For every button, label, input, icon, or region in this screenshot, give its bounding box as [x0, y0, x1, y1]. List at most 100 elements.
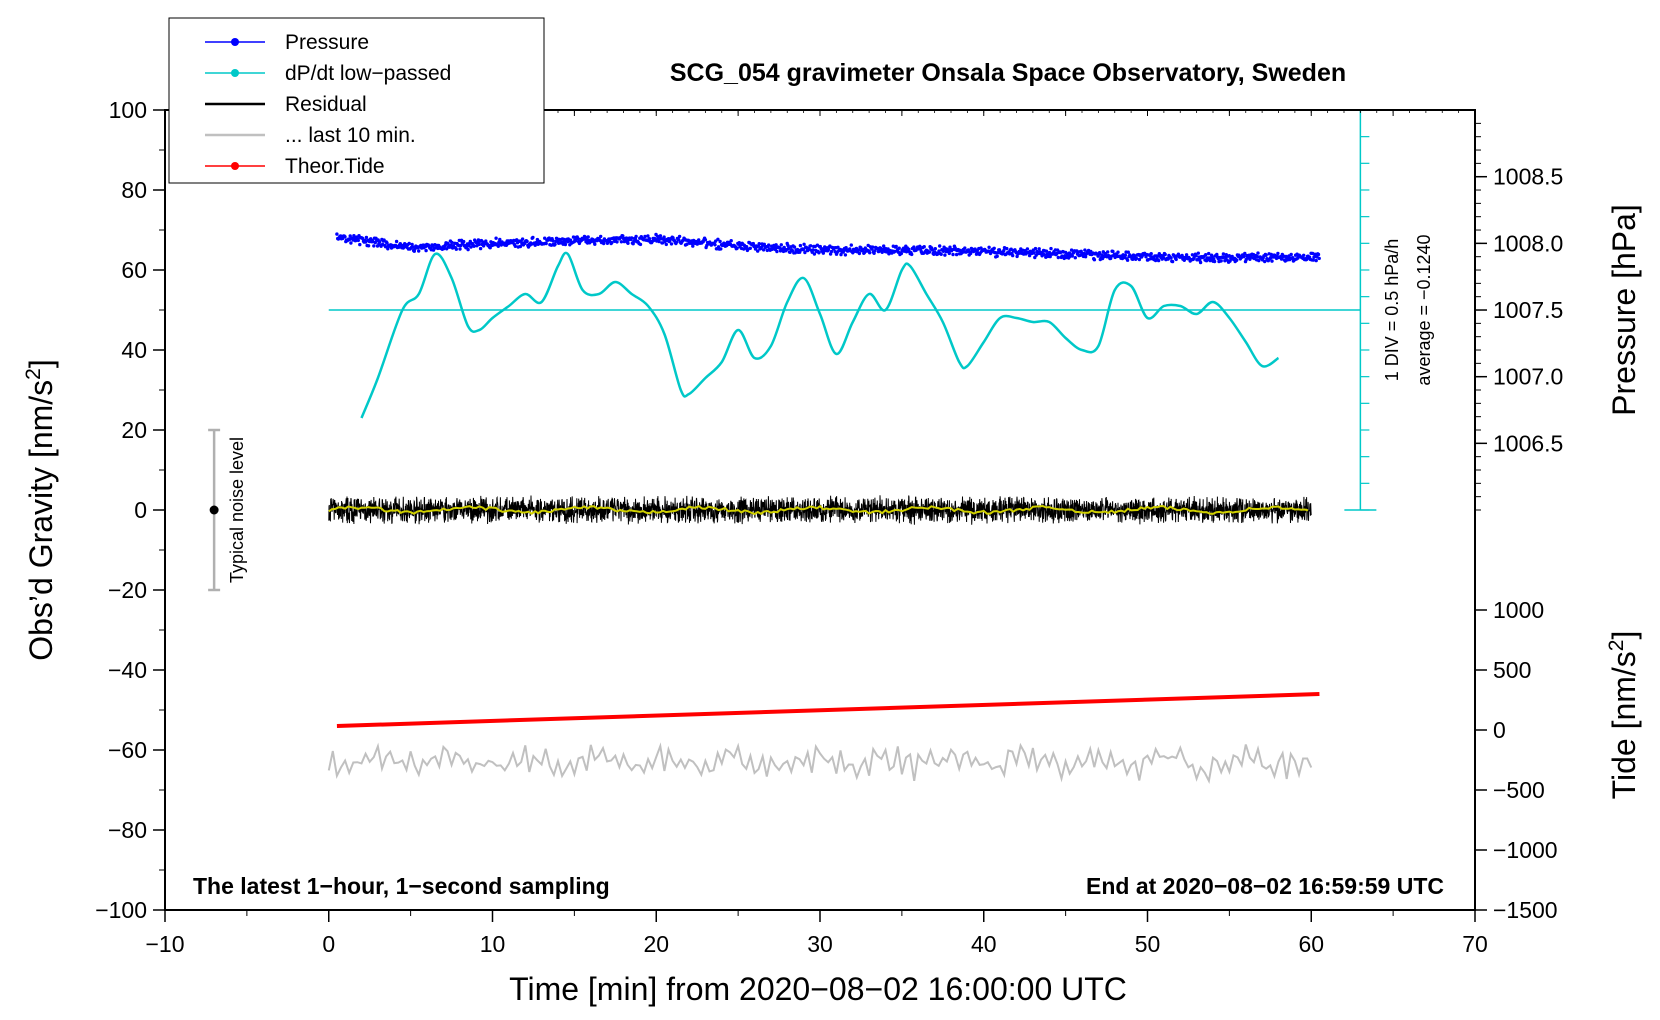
series-residual-smoothed	[328, 504, 1309, 516]
pressure-point	[899, 251, 904, 256]
pressure-point	[1314, 258, 1318, 263]
legend-box	[168, 17, 545, 184]
pressure-point	[1196, 251, 1201, 255]
legend-label: Theor.Tide	[285, 155, 385, 178]
chart-title: SCG_054 gravimeter Onsala Space Observat…	[670, 59, 1346, 87]
pressure-point	[1125, 258, 1130, 262]
pressure-point	[417, 249, 421, 253]
pressure-point	[1156, 258, 1161, 263]
pressure-point	[349, 241, 353, 245]
pressure-point	[1215, 252, 1219, 257]
pressure-point	[593, 242, 597, 246]
pressure-point	[1256, 251, 1260, 255]
x-tick-label: 30	[807, 931, 833, 957]
pressure-point	[685, 242, 689, 246]
pressure-point	[716, 237, 720, 241]
pressure-point	[664, 242, 668, 247]
y-axis-tide-title-main: Tide [nm/s	[1606, 651, 1642, 799]
pressure-point	[735, 246, 739, 250]
pressure-point	[385, 241, 389, 245]
y-left-tick-label: 40	[121, 337, 147, 363]
x-tick-label: 10	[480, 931, 506, 957]
pressure-point	[647, 237, 652, 241]
pressure-point	[466, 247, 470, 252]
pressure-point	[407, 241, 411, 246]
pressure-point	[910, 252, 914, 257]
pressure-point	[1242, 254, 1246, 259]
pressure-point	[933, 247, 937, 251]
pressure-point	[1070, 254, 1075, 258]
legend-label: ... last 10 min.	[285, 124, 416, 147]
pressure-point	[1005, 246, 1009, 251]
pressure-point	[969, 251, 973, 256]
legend-marker	[231, 38, 239, 46]
y-axis-tide: 1000 500 0 −500 −1000 −1500	[1475, 597, 1558, 923]
pressure-point	[674, 240, 679, 244]
pressure-point	[646, 234, 650, 238]
pressure-point	[450, 240, 454, 245]
y-axis-tide-title-sup: 2	[1605, 640, 1628, 652]
y-left-tick-label: 0	[134, 497, 147, 523]
pressure-point	[801, 247, 806, 252]
pressure-point	[1312, 255, 1316, 259]
y-axis-left-title-main: Obs’d Gravity [nm/s	[23, 380, 59, 661]
pressure-point	[610, 240, 614, 245]
pressure-point	[1123, 253, 1128, 257]
pressure-point	[1227, 254, 1232, 258]
pressure-point	[574, 239, 578, 243]
pressure-point	[802, 242, 806, 246]
pressure-point	[762, 242, 766, 246]
pressure-point	[1126, 250, 1131, 254]
pressure-point	[356, 238, 360, 243]
pressure-point	[520, 237, 525, 241]
pressure-point	[472, 244, 476, 248]
pressure-point	[1169, 256, 1173, 260]
pressure-point	[583, 235, 587, 239]
pressure-point	[1194, 254, 1198, 258]
pressure-point	[812, 252, 817, 256]
pressure-point	[662, 235, 666, 239]
pressure-point	[571, 235, 576, 239]
pressure-point	[1302, 253, 1306, 257]
pressure-point	[811, 248, 815, 252]
y-left-tick-label: −100	[95, 897, 147, 923]
pressure-point	[719, 247, 723, 251]
y-axis-left-title: Obs’d Gravity [nm/s2]	[22, 359, 59, 661]
tide-tick-label: −500	[1493, 777, 1545, 803]
pressure-point	[1069, 248, 1074, 252]
series-last-10-min	[327, 742, 1313, 785]
pressure-point	[1289, 252, 1293, 257]
series-dpdt	[360, 251, 1280, 419]
pressure-point	[1025, 247, 1030, 251]
pressure-point	[751, 241, 755, 246]
pressure-point	[669, 242, 674, 246]
pressure-point	[995, 254, 999, 258]
pressure-point	[643, 234, 647, 239]
pressure-point	[1317, 256, 1321, 261]
pressure-point	[756, 249, 760, 253]
tide-tick-label: 1000	[1493, 597, 1544, 623]
pressure-point	[655, 234, 660, 238]
pressure-point	[1083, 255, 1088, 259]
pressure-point	[544, 241, 548, 246]
legend-label: Residual	[285, 93, 367, 116]
pressure-point	[551, 238, 555, 243]
pressure-point	[954, 252, 959, 257]
x-tick-label: 70	[1462, 931, 1488, 957]
pressure-point	[1235, 258, 1239, 262]
pressure-point	[563, 242, 568, 247]
pressure-point	[615, 240, 619, 244]
pressure-point	[938, 244, 942, 248]
pressure-point	[713, 243, 717, 247]
pressure-point	[775, 249, 779, 254]
pressure-point	[1270, 259, 1274, 263]
y-axis-tide-title: Tide [nm/s2]	[1605, 631, 1642, 800]
pressure-point	[658, 234, 663, 238]
pressure-point	[586, 235, 590, 239]
sampling-annotation: The latest 1−hour, 1−second sampling	[193, 873, 610, 899]
pressure-point	[1134, 256, 1139, 261]
pressure-point	[496, 244, 500, 248]
pressure-point	[803, 250, 807, 255]
x-axis: −10 0 10 20 30 40 50 60 70	[145, 110, 1488, 957]
